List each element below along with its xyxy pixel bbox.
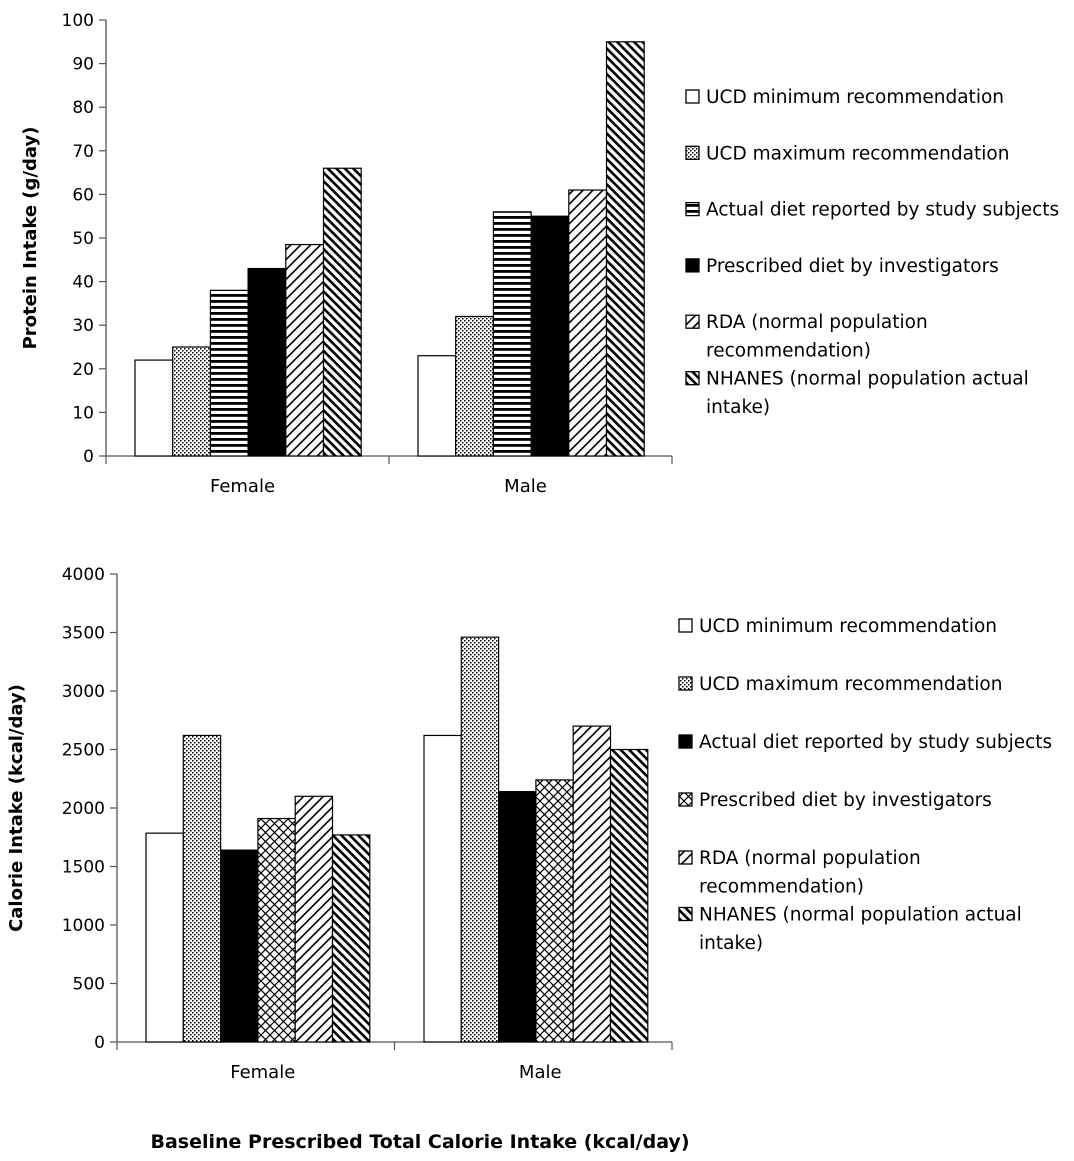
calorie-bar-female-3 <box>220 849 259 1043</box>
protein-legend-swatch <box>685 371 700 386</box>
protein-y-tick-label: 80 <box>72 98 94 118</box>
protein-legend-label: Prescribed diet by investigators <box>706 256 999 277</box>
calorie-legend-label: Actual diet reported by study subjects <box>699 732 1052 753</box>
protein-y-tick-label: 90 <box>72 55 94 75</box>
calorie-y-tick-label: 500 <box>73 975 105 995</box>
protein-legend-label: recommendation) <box>706 341 871 362</box>
protein-legend-item: UCD maximum recommendation <box>685 143 1009 164</box>
calorie-legend-item: UCD maximum recommendation <box>678 674 1002 695</box>
protein-legend-swatch <box>685 258 700 273</box>
protein-bar-female-5 <box>285 243 325 457</box>
calorie-y-tick-label: 3500 <box>62 624 105 644</box>
protein-y-tick-label: 30 <box>72 316 94 336</box>
protein-y-tick-label: 60 <box>72 185 94 205</box>
protein-y-tick-label: 10 <box>72 403 94 423</box>
protein-legend-swatch <box>685 201 700 217</box>
calorie-legend-swatch <box>678 734 693 749</box>
calorie-legend-swatch <box>678 792 693 807</box>
calorie-bar-female-1 <box>145 832 184 1043</box>
protein-y-axis-title: Protein Intake (g/day) <box>20 127 41 350</box>
protein-bar-male-4 <box>530 215 570 457</box>
protein-category-label: Female <box>210 476 275 497</box>
protein-legend-item: RDA (normal population recommendation) <box>685 312 928 362</box>
protein-legend-label: UCD minimum recommendation <box>706 87 1004 108</box>
calorie-bar-male-2 <box>460 636 500 1043</box>
protein-bar-female-4 <box>247 267 287 457</box>
calorie-bar-female-4 <box>257 817 296 1043</box>
protein-bar-male-3 <box>492 211 532 457</box>
calorie-legend-label: recommendation) <box>699 877 864 898</box>
calorie-bar-male-1 <box>423 734 462 1043</box>
protein-legend-item: NHANES (normal population actual intake) <box>685 369 1029 418</box>
calorie-legend-label: Prescribed diet by investigators <box>699 790 992 811</box>
protein-bar-male-5 <box>568 189 608 457</box>
calorie-y-tick-label: 2000 <box>62 799 105 819</box>
protein-legend-swatch <box>685 89 700 104</box>
calorie-bar-female-2 <box>182 734 222 1043</box>
calorie-bar-female-6 <box>331 834 371 1043</box>
protein-y-tick-label: 70 <box>72 142 94 162</box>
calorie-legend-label: UCD minimum recommendation <box>699 616 997 637</box>
protein-bar-male-1 <box>417 355 457 457</box>
calorie-legend-item: Prescribed diet by investigators <box>678 790 992 811</box>
calorie-y-tick-label: 1000 <box>62 916 105 936</box>
protein-legend-swatch <box>685 145 700 160</box>
protein-chart: 0 10 20 30 40 50 60 70 80 90 100 Protein Intake (g/… <box>20 11 1059 497</box>
calorie-legend-item: RDA (normal population recommendation) <box>678 848 921 898</box>
calorie-bar-female-5 <box>294 795 334 1043</box>
calorie-legend-label: UCD maximum recommendation <box>699 674 1002 695</box>
calorie-legend-label: intake) <box>699 933 763 954</box>
protein-legend-swatch <box>685 314 700 329</box>
protein-legend-label: UCD maximum recommendation <box>706 143 1009 164</box>
calorie-category-label: Female <box>230 1062 295 1083</box>
protein-bar-female-6 <box>322 167 362 457</box>
protein-legend-label: NHANES (normal population actual <box>706 369 1029 390</box>
calorie-x-axis-title: Baseline Prescribed Total Calorie Intake… <box>150 1131 690 1153</box>
calorie-bar-male-5 <box>572 725 612 1043</box>
protein-bar-female-1 <box>134 359 174 457</box>
calorie-legend-swatch <box>678 618 693 633</box>
protein-legend-item: UCD minimum recommendation <box>685 87 1004 108</box>
protein-legend-label: Actual diet reported by study subjects <box>706 200 1059 221</box>
calorie-y-tick-label: 2500 <box>62 741 105 761</box>
calorie-y-tick-label: 0 <box>94 1033 105 1053</box>
protein-legend-item: Prescribed diet by investigators <box>685 256 999 277</box>
protein-bar-male-6 <box>605 41 645 457</box>
calorie-legend-swatch <box>678 850 693 865</box>
protein-y-tick-label: 50 <box>72 229 94 249</box>
calorie-y-tick-label: 3000 <box>62 682 105 702</box>
protein-bar-female-3 <box>209 289 249 457</box>
protein-y-tick-label: 40 <box>72 273 94 293</box>
protein-legend-label: RDA (normal population <box>706 312 928 333</box>
protein-legend-item: Actual diet reported by study subjects <box>685 200 1059 221</box>
calorie-y-tick-label: 1500 <box>62 858 105 878</box>
calorie-category-label: Male <box>519 1062 562 1083</box>
calorie-legend-swatch <box>678 676 693 691</box>
calorie-legend-label: RDA (normal population <box>699 848 921 869</box>
calorie-y-axis-title: Calorie Intake (kcal/day) <box>6 684 27 932</box>
protein-bar-male-2 <box>455 315 495 457</box>
protein-bar-female-2 <box>172 346 211 457</box>
calorie-bar-male-6 <box>609 748 649 1043</box>
calorie-legend-label: NHANES (normal population actual <box>699 905 1022 926</box>
protein-legend-label: intake) <box>706 397 770 418</box>
calorie-legend-swatch <box>678 906 693 922</box>
calorie-legend-item: UCD minimum recommendation <box>678 616 997 637</box>
protein-y-tick-label: 20 <box>72 360 94 380</box>
protein-category-label: Male <box>504 476 547 497</box>
calorie-chart: 0 500 1000 1500 2000 2500 3000 3500 4000 Calorie … <box>6 565 1052 1083</box>
protein-y-tick-label: 0 <box>83 447 94 467</box>
calorie-bar-male-4 <box>535 779 574 1043</box>
protein-y-tick-label: 100 <box>62 11 94 31</box>
calorie-legend-item: Actual diet reported by study subjects <box>678 732 1052 753</box>
calorie-y-tick-label: 4000 <box>62 565 105 585</box>
calorie-legend-item: NHANES (normal population actual intake) <box>678 905 1022 954</box>
calorie-bar-male-3 <box>498 791 537 1043</box>
